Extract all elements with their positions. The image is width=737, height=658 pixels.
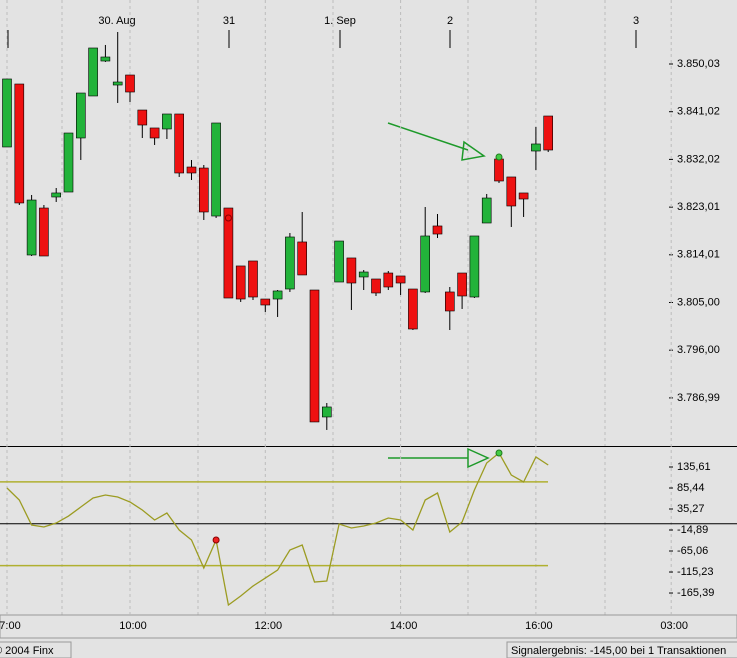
candle-body [334, 240, 344, 283]
date-label: 3 [633, 15, 639, 27]
signal-dot [212, 536, 220, 544]
candle-body [199, 167, 209, 213]
candle-body [2, 78, 12, 148]
y-tick-label: 85,44 [677, 482, 705, 494]
y-tick-label: 3.823,01 [677, 201, 720, 213]
y-tick-label: 135,61 [677, 461, 711, 473]
result-box [506, 641, 737, 658]
copyright-box [0, 641, 72, 658]
signal-dot [224, 214, 232, 222]
y-tick-label: 3.805,00 [677, 296, 720, 308]
candle-body [223, 207, 234, 299]
candle-body [149, 127, 160, 139]
annotations [387, 122, 490, 469]
candle-body [39, 207, 49, 257]
x-tick-label: 03:00 [660, 620, 688, 632]
candle-body [395, 275, 406, 284]
candle-body [248, 260, 258, 298]
candle-body [383, 272, 394, 288]
candle-body [346, 257, 357, 284]
arrow [387, 122, 469, 151]
candle-body [112, 81, 123, 86]
y-tick-label: -165,39 [677, 587, 714, 599]
candle-body [285, 236, 295, 290]
candle-body [457, 272, 467, 297]
signal-dot [495, 449, 503, 457]
candle-body [100, 56, 111, 62]
candle-body [309, 289, 320, 423]
candle-body [76, 92, 86, 139]
candle-body [481, 197, 492, 224]
candle-body [125, 74, 135, 93]
date-label: 1. Sep [324, 15, 356, 27]
signal-dot [495, 153, 503, 161]
y-tick-label: 3.786,99 [677, 392, 720, 404]
candle-body [358, 271, 369, 278]
candle-body [408, 288, 418, 330]
candle-body [162, 113, 172, 130]
y-tick-label: 3.796,00 [677, 344, 720, 356]
y-tick-label: -65,06 [677, 545, 708, 557]
candle-body [518, 192, 529, 200]
candle-body [506, 176, 517, 207]
x-tick-label: 10:00 [119, 620, 147, 632]
candle-body [531, 143, 541, 152]
candle-body [297, 241, 308, 276]
y-tick-label: 3.841,02 [677, 106, 720, 118]
candle-body [186, 166, 197, 174]
candle-body [469, 235, 480, 298]
vertical-grid [61, 0, 606, 615]
copyright: © 2004 Finx [0, 645, 54, 657]
x-tick-label: 16:00 [525, 620, 553, 632]
x-tick-label: 7:00 [0, 620, 21, 632]
candle-body [51, 192, 62, 198]
candle-body [88, 47, 98, 97]
candle-body [371, 278, 381, 294]
candle-body [63, 132, 74, 193]
indicator-line [6, 451, 549, 607]
candle-body [211, 122, 221, 217]
candle-body [137, 109, 148, 126]
candle-body [420, 235, 431, 293]
candle-body [14, 83, 25, 204]
date-label: 30. Aug [98, 15, 135, 27]
candle-body [494, 158, 504, 182]
y-tick-label: 3.832,02 [677, 153, 720, 165]
arrow-head [461, 140, 486, 161]
y-tick-label: 3.850,03 [677, 58, 720, 70]
signal-result: Signalergebnis: -145,00 bei 1 Transaktio… [511, 645, 726, 657]
date-label: 2 [447, 15, 453, 27]
candle-body [543, 115, 554, 151]
candle-body [174, 113, 184, 174]
candle-body [272, 290, 283, 300]
candle-body [321, 406, 332, 418]
candle-body [235, 265, 246, 300]
candle-body [26, 199, 37, 256]
date-label: 31 [223, 15, 235, 27]
candle-body [444, 291, 455, 312]
candle-body [260, 298, 271, 306]
x-tick-label: 14:00 [390, 620, 418, 632]
x-tick-label: 12:00 [255, 620, 283, 632]
y-tick-label: -115,23 [677, 566, 714, 578]
arrow-head [467, 447, 490, 469]
date-ticks [7, 30, 637, 48]
y-tick-label: 3.814,01 [677, 249, 720, 261]
candle-body [432, 225, 443, 235]
x-axis-bar [0, 614, 737, 639]
y-tick-label: 35,27 [677, 503, 705, 515]
y-tick-label: -14,89 [677, 524, 708, 536]
